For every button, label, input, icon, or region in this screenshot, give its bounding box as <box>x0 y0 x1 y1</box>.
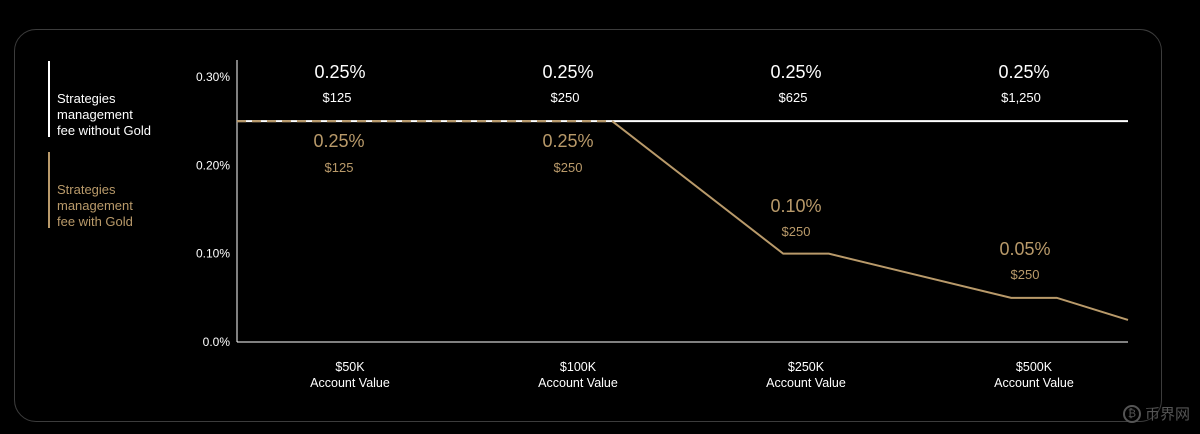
legend-label-with-gold: Strategies management fee with Gold <box>57 182 133 229</box>
data-label-amount-with-gold: $250 <box>1011 267 1040 282</box>
y-tick-label: 0.20% <box>196 158 230 172</box>
data-label-amount-with-gold: $250 <box>782 224 811 239</box>
chart-frame <box>14 29 1162 422</box>
watermark-text: 币界网 <box>1144 406 1190 423</box>
series-line-with-gold <box>611 120 1129 321</box>
data-label-amount-without-gold: $625 <box>779 90 808 105</box>
data-label-pct-with-gold: 0.25% <box>313 131 364 151</box>
y-tick-label: 0.30% <box>196 70 230 84</box>
data-label-amount-with-gold: $125 <box>325 160 354 175</box>
legend-swatch-white <box>48 61 50 137</box>
data-label-amount-without-gold: $1,250 <box>1001 90 1041 105</box>
x-tick-label: Account Value <box>994 376 1074 390</box>
legend-swatch-gold <box>48 152 50 228</box>
x-tick-label: Account Value <box>766 376 846 390</box>
data-label-pct-without-gold: 0.25% <box>998 62 1049 82</box>
watermark: ₿ 币界网 <box>1122 403 1190 424</box>
data-label-amount-without-gold: $125 <box>323 90 352 105</box>
x-tick-label: $50K <box>335 360 365 374</box>
x-tick-label: Account Value <box>538 376 618 390</box>
data-label-amount-without-gold: $250 <box>551 90 580 105</box>
legend-label-without-gold: Strategies management fee without Gold <box>57 91 151 138</box>
bitcoin-circle-icon: ₿ <box>1122 404 1141 423</box>
x-tick-label: $500K <box>1016 360 1053 374</box>
legend-item-with-gold: Strategies management fee with Gold <box>48 150 188 230</box>
data-label-pct-without-gold: 0.25% <box>542 62 593 82</box>
data-label-pct-with-gold: 0.05% <box>999 239 1050 259</box>
legend: Strategies management fee without Gold S… <box>48 59 188 241</box>
x-tick-label: Account Value <box>310 376 390 390</box>
data-label-pct-without-gold: 0.25% <box>770 62 821 82</box>
y-tick-label: 0.0% <box>203 335 231 349</box>
data-label-pct-without-gold: 0.25% <box>314 62 365 82</box>
data-label-amount-with-gold: $250 <box>554 160 583 175</box>
y-tick-label: 0.10% <box>196 247 230 261</box>
x-tick-label: $250K <box>788 360 825 374</box>
data-label-pct-with-gold: 0.25% <box>542 131 593 151</box>
x-tick-label: $100K <box>560 360 597 374</box>
legend-item-without-gold: Strategies management fee without Gold <box>48 59 188 139</box>
data-label-pct-with-gold: 0.10% <box>770 196 821 216</box>
